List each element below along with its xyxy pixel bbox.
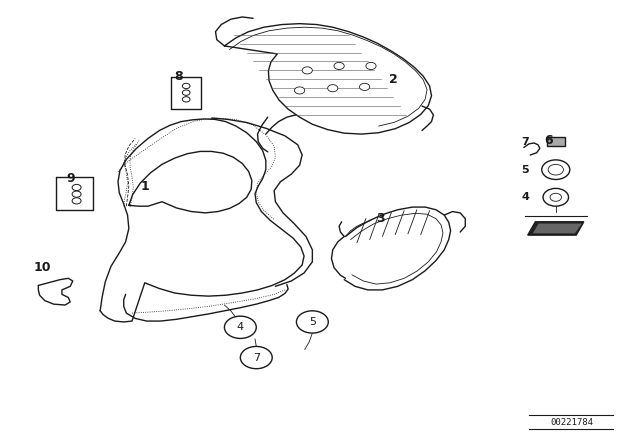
Circle shape	[360, 83, 370, 90]
Circle shape	[72, 198, 81, 204]
Circle shape	[241, 346, 272, 369]
Circle shape	[296, 311, 328, 333]
Text: 7: 7	[521, 137, 529, 146]
Text: 8: 8	[174, 70, 183, 83]
Text: 00221784: 00221784	[550, 418, 593, 426]
Text: 5: 5	[522, 165, 529, 175]
Text: 5: 5	[309, 317, 316, 327]
Circle shape	[182, 83, 190, 89]
Circle shape	[328, 85, 338, 92]
Circle shape	[543, 188, 568, 206]
Circle shape	[550, 193, 561, 201]
Circle shape	[548, 164, 563, 175]
Text: 1: 1	[140, 180, 149, 193]
Circle shape	[72, 191, 81, 197]
Text: 2: 2	[389, 73, 397, 86]
Circle shape	[302, 67, 312, 74]
Circle shape	[294, 87, 305, 94]
Text: 3: 3	[376, 212, 385, 225]
Circle shape	[182, 97, 190, 102]
Text: 9: 9	[66, 172, 74, 185]
Text: 4: 4	[521, 192, 529, 202]
Polygon shape	[528, 222, 584, 235]
Circle shape	[182, 90, 190, 95]
Circle shape	[541, 160, 570, 180]
Text: 6: 6	[544, 134, 552, 147]
Circle shape	[225, 316, 256, 338]
Text: 4: 4	[237, 322, 244, 332]
Text: 10: 10	[34, 261, 52, 274]
Polygon shape	[547, 137, 564, 146]
Circle shape	[334, 62, 344, 69]
Polygon shape	[533, 224, 582, 233]
Circle shape	[72, 185, 81, 190]
Text: 7: 7	[253, 353, 260, 362]
Circle shape	[366, 62, 376, 69]
